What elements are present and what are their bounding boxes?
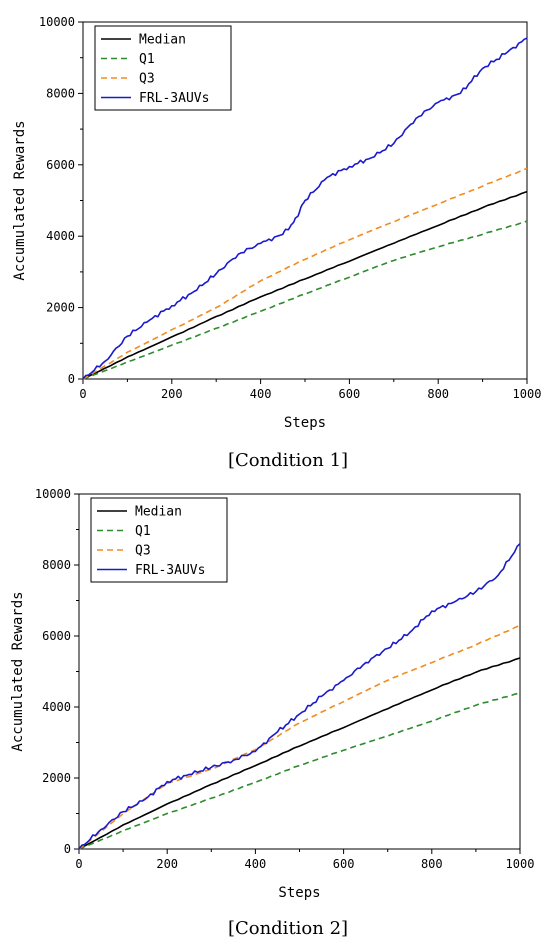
line-chart-condition-1: 0 200 400 600 800 10000200040006000800010000S… [12, 15, 542, 471]
chart-panel-condition-1: 0 200 400 600 800 1000 0 2000 4000 6000 8000 10000 S… [12, 15, 542, 471]
y-tick-label: 10000 [35, 487, 71, 501]
x-tick-label: 800 [421, 857, 443, 871]
legend-label-q1: Q1 [135, 524, 151, 539]
legend-box [94, 25, 232, 111]
y-tick-label: 10000 [39, 15, 75, 29]
x-tick-label: 1000 [513, 387, 542, 401]
legend-label-frl-3auvs: FRL-3AUVs [135, 563, 205, 578]
y-tick-label: 8000 [42, 558, 71, 572]
y-tick-label: 0 [68, 372, 75, 386]
series-line-q3 [82, 167, 528, 380]
series-line-q3 [78, 624, 521, 850]
y-tick-label: 4000 [46, 229, 75, 243]
x-axis-label: Steps [284, 415, 326, 431]
legend-label-q3: Q3 [135, 544, 151, 559]
x-tick-label: 600 [333, 857, 355, 871]
caption-condition-1: [Condition 1] [228, 450, 348, 471]
y-tick-label: 6000 [42, 629, 71, 643]
legend-label-q3: Q3 [139, 72, 155, 87]
series-line-q1 [78, 692, 521, 850]
series-line-median [82, 190, 528, 380]
x-tick-label: 200 [156, 857, 178, 871]
x-tick-label: 400 [250, 387, 272, 401]
x-tick-label: 1000 [506, 857, 535, 871]
legend-label-median: Median [139, 33, 186, 48]
y-tick-label: 2000 [42, 771, 71, 785]
x-tick-label: 0 [75, 857, 82, 871]
y-axis-label: Accumulated Rewards [10, 591, 26, 751]
legend-box [90, 497, 228, 583]
y-tick-label: 6000 [46, 158, 75, 172]
chart-panel-condition-2: 0 200 400 600 800 1000 0 2000 4000 6000 8000 10000 S… [0, 473, 550, 946]
x-axis-label: Steps [278, 885, 320, 901]
y-tick-label: 4000 [42, 700, 71, 714]
y-axis-label: Accumulated Rewards [12, 120, 28, 280]
caption-condition-2: [Condition 2] [228, 918, 348, 939]
line-chart-condition-2: 0 200 400 600 800 10000200040006000800010000S… [10, 487, 535, 939]
y-tick-label: 8000 [46, 86, 75, 100]
series-line-frl-3auvs [78, 543, 521, 850]
legend-label-q1: Q1 [139, 52, 155, 67]
y-tick-label: 2000 [46, 301, 75, 315]
x-tick-label: 0 [79, 387, 86, 401]
series-line-frl-3auvs [82, 37, 528, 380]
y-tick-label: 0 [64, 842, 71, 856]
x-tick-label: 400 [245, 857, 267, 871]
series-line-median [78, 657, 521, 850]
series-line-q1 [82, 220, 528, 380]
x-tick-label: 800 [427, 387, 449, 401]
legend-label-frl-3auvs: FRL-3AUVs [139, 91, 209, 106]
x-tick-label: 200 [161, 387, 183, 401]
x-tick-label: 600 [339, 387, 361, 401]
legend-label-median: Median [135, 505, 182, 520]
